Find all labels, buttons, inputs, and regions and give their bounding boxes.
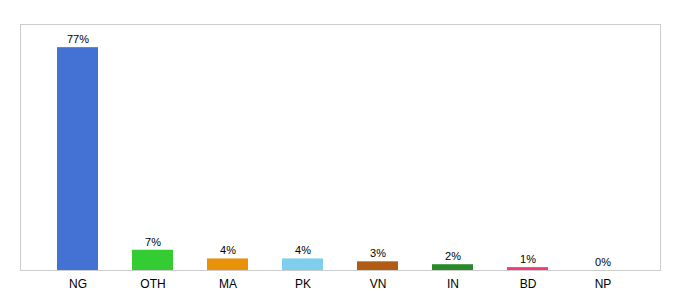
svg-text:1%: 1% — [520, 253, 536, 265]
svg-text:NG: NG — [69, 277, 87, 291]
svg-text:77%: 77% — [67, 33, 89, 45]
svg-text:3%: 3% — [370, 247, 386, 259]
svg-text:NP: NP — [595, 277, 612, 291]
svg-text:7%: 7% — [145, 236, 161, 248]
svg-text:0%: 0% — [595, 256, 611, 268]
svg-text:4%: 4% — [220, 244, 236, 256]
svg-text:VN: VN — [370, 277, 387, 291]
svg-text:MA: MA — [219, 277, 237, 291]
svg-text:OTH: OTH — [140, 277, 165, 291]
svg-text:BD: BD — [520, 277, 537, 291]
svg-text:2%: 2% — [445, 250, 461, 262]
svg-text:PK: PK — [295, 277, 311, 291]
svg-text:4%: 4% — [295, 244, 311, 256]
svg-text:IN: IN — [447, 277, 459, 291]
